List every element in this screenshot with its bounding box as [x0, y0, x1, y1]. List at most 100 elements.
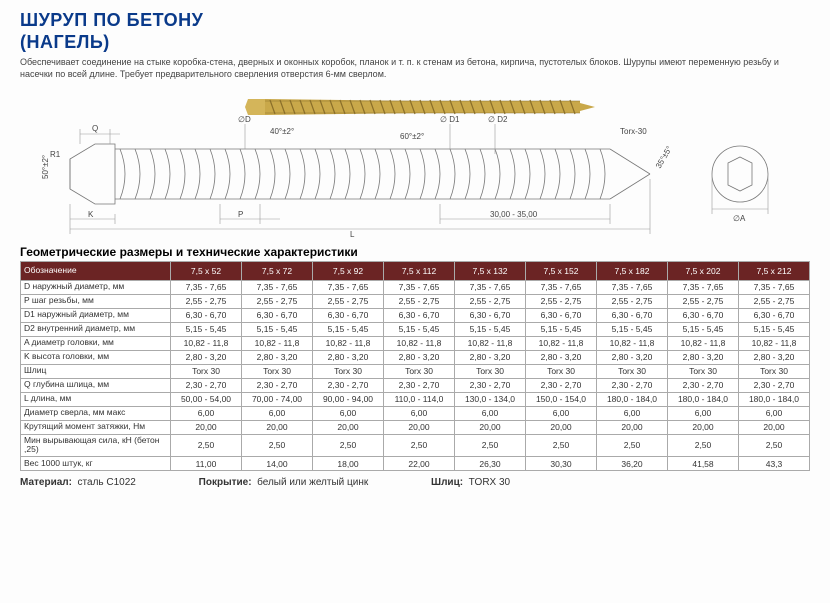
- dim-R1: R1: [50, 150, 61, 159]
- dim-head-angle: 50°±2°: [41, 154, 50, 178]
- cell: 7,35 - 7,65: [171, 280, 242, 294]
- cell: 70,00 - 74,00: [242, 392, 313, 406]
- dim-60: 60°±2°: [400, 132, 424, 141]
- cell: 5,15 - 5,45: [384, 322, 455, 336]
- cell: 7,35 - 7,65: [242, 280, 313, 294]
- dim-Q: Q: [92, 124, 98, 133]
- cell: 20,00: [526, 420, 597, 434]
- col-header: 7,5 x 52: [171, 261, 242, 280]
- dim-P: P: [238, 210, 243, 219]
- cell: 41,58: [668, 457, 739, 471]
- cell: 5,15 - 5,45: [668, 322, 739, 336]
- col-header: 7,5 x 202: [668, 261, 739, 280]
- cell: 2,80 - 3,20: [668, 350, 739, 364]
- cell: 36,20: [597, 457, 668, 471]
- cell: 10,82 - 11,8: [455, 336, 526, 350]
- screw-photo: [245, 99, 595, 115]
- cell: 20,00: [739, 420, 810, 434]
- cell: 6,30 - 6,70: [171, 308, 242, 322]
- row-label: A диаметр головки, мм: [21, 336, 171, 350]
- cell: 2,30 - 2,70: [242, 378, 313, 392]
- cell: 20,00: [668, 420, 739, 434]
- col-header: 7,5 x 132: [455, 261, 526, 280]
- table-row: Q глубина шлица, мм2,30 - 2,702,30 - 2,7…: [21, 378, 810, 392]
- title-line2: (НАГЕЛЬ): [20, 32, 110, 52]
- table-row: K высота головки, мм2,80 - 3,202,80 - 3,…: [21, 350, 810, 364]
- cell: 5,15 - 5,45: [171, 322, 242, 336]
- cell: 6,00: [455, 406, 526, 420]
- cell: 2,30 - 2,70: [668, 378, 739, 392]
- cell: 6,30 - 6,70: [526, 308, 597, 322]
- cell: 10,82 - 11,8: [242, 336, 313, 350]
- row-label: D1 наружный диаметр, мм: [21, 308, 171, 322]
- cell: 2,30 - 2,70: [739, 378, 810, 392]
- table-body: D наружный диаметр, мм7,35 - 7,657,35 - …: [21, 280, 810, 471]
- table-row: Мин вырывающая сила, кН (бетон ,25)2,502…: [21, 434, 810, 457]
- cell: 2,55 - 2,75: [455, 294, 526, 308]
- cell: 18,00: [313, 457, 384, 471]
- dim-A: ∅A: [733, 214, 746, 223]
- col-header: 7,5 x 182: [597, 261, 668, 280]
- cell: 2,55 - 2,75: [526, 294, 597, 308]
- dim-D1: ∅ D1: [440, 115, 460, 124]
- cell: 180,0 - 184,0: [739, 392, 810, 406]
- table-row: D наружный диаметр, мм7,35 - 7,657,35 - …: [21, 280, 810, 294]
- cell: 6,30 - 6,70: [242, 308, 313, 322]
- cell: Torx 30: [171, 364, 242, 378]
- cell: Torx 30: [313, 364, 384, 378]
- cell: 10,82 - 11,8: [526, 336, 597, 350]
- dim-torx: Torx-30: [620, 127, 647, 136]
- cell: Torx 30: [455, 364, 526, 378]
- dim-35: 35°±5°: [654, 144, 674, 169]
- title-line1: ШУРУП ПО БЕТОНУ: [20, 10, 203, 30]
- cell: 2,50: [526, 434, 597, 457]
- cell: 2,80 - 3,20: [171, 350, 242, 364]
- cell: 90,00 - 94,00: [313, 392, 384, 406]
- cell: 6,00: [313, 406, 384, 420]
- cell: 6,00: [668, 406, 739, 420]
- cell: 2,50: [171, 434, 242, 457]
- coating-label: Покрытие:: [199, 477, 252, 488]
- cell: 6,00: [171, 406, 242, 420]
- col-header: 7,5 x 152: [526, 261, 597, 280]
- cell: 6,30 - 6,70: [384, 308, 455, 322]
- cell: 2,50: [313, 434, 384, 457]
- cell: 6,00: [597, 406, 668, 420]
- table-row: D1 наружный диаметр, мм6,30 - 6,706,30 -…: [21, 308, 810, 322]
- table-header-row: Обозначение 7,5 x 52 7,5 x 72 7,5 x 92 7…: [21, 261, 810, 280]
- cell: 2,80 - 3,20: [597, 350, 668, 364]
- cell: Torx 30: [739, 364, 810, 378]
- dim-D: ∅D: [238, 115, 251, 124]
- technical-diagram: Q R1 50°±2° ∅D 40°±2° ∅ D1 ∅ D2 60°±2° T…: [20, 89, 810, 239]
- cell: 2,50: [242, 434, 313, 457]
- cell: 20,00: [384, 420, 455, 434]
- table-row: Вес 1000 штук, кг11,0014,0018,0022,0026,…: [21, 457, 810, 471]
- cell: 7,35 - 7,65: [668, 280, 739, 294]
- col-header: 7,5 x 72: [242, 261, 313, 280]
- row-label: Шлиц: [21, 364, 171, 378]
- cell: 7,35 - 7,65: [597, 280, 668, 294]
- cell: 5,15 - 5,45: [313, 322, 384, 336]
- cell: 2,80 - 3,20: [242, 350, 313, 364]
- cell: 10,82 - 11,8: [739, 336, 810, 350]
- cell: 20,00: [171, 420, 242, 434]
- cell: 7,35 - 7,65: [526, 280, 597, 294]
- spec-table: Обозначение 7,5 x 52 7,5 x 72 7,5 x 92 7…: [20, 261, 810, 472]
- row-label: K высота головки, мм: [21, 350, 171, 364]
- dim-K: K: [88, 210, 94, 219]
- dim-40: 40°±2°: [270, 127, 294, 136]
- table-row: D2 внутренний диаметр, мм5,15 - 5,455,15…: [21, 322, 810, 336]
- cell: 7,35 - 7,65: [739, 280, 810, 294]
- coating-value: белый или желтый цинк: [257, 477, 368, 488]
- cell: 6,30 - 6,70: [739, 308, 810, 322]
- cell: 43,3: [739, 457, 810, 471]
- row-label: D2 внутренний диаметр, мм: [21, 322, 171, 336]
- cell: 180,0 - 184,0: [668, 392, 739, 406]
- cell: 2,30 - 2,70: [597, 378, 668, 392]
- cell: 22,00: [384, 457, 455, 471]
- section-title: Геометрические размеры и технические хар…: [20, 245, 810, 259]
- cell: 2,30 - 2,70: [313, 378, 384, 392]
- cell: 2,50: [384, 434, 455, 457]
- cell: Torx 30: [384, 364, 455, 378]
- dim-range: 30,00 - 35,00: [490, 210, 538, 219]
